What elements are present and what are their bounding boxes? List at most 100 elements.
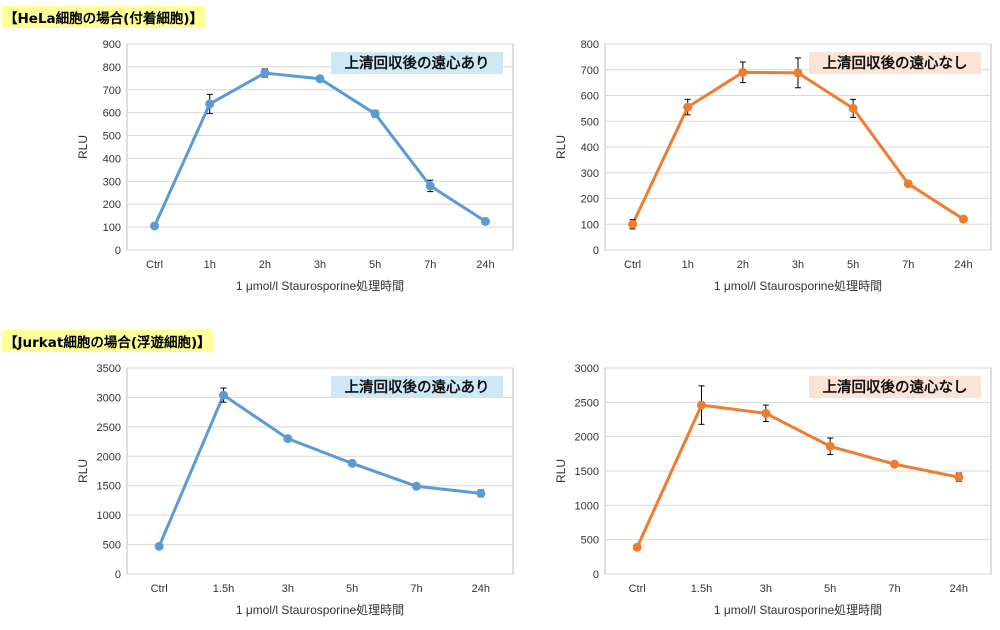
data-point — [412, 481, 421, 491]
x-tick-label: Ctrl — [146, 259, 163, 271]
x-axis-label: 1 μmol/l Staurosporine処理時間 — [236, 603, 404, 617]
y-tick-label: 900 — [103, 39, 121, 51]
x-axis-label: 1 μmol/l Staurosporine処理時間 — [236, 279, 404, 293]
x-tick-label: 7h — [888, 583, 900, 595]
y-tick-label: 700 — [103, 85, 121, 97]
x-tick-label: 24h — [476, 259, 494, 271]
y-tick-label: 2000 — [575, 432, 599, 444]
y-axis-label: RLU — [554, 459, 568, 483]
y-axis-label: RLU — [554, 135, 568, 159]
data-point — [260, 68, 270, 78]
x-tick-label: 24h — [472, 583, 490, 595]
x-tick-label: 7h — [902, 259, 914, 271]
y-tick-label: 100 — [103, 222, 121, 234]
data-point — [150, 221, 160, 231]
data-point — [628, 219, 638, 229]
x-tick-label: Ctrl — [624, 259, 641, 271]
data-point — [738, 67, 748, 77]
x-tick-label: 24h — [950, 583, 968, 595]
y-tick-label: 300 — [581, 168, 599, 180]
chart-hela-centrifuged: 0 100 200 300 400 500 600 700 800 900 Ctrl 1h 2h 3h 5h… — [76, 39, 514, 293]
data-point — [205, 99, 215, 109]
x-tick-label: 2h — [259, 259, 271, 271]
condition-badge — [809, 376, 981, 398]
data-point — [476, 488, 486, 498]
y-tick-label: 3500 — [97, 363, 121, 375]
y-axis-label: RLU — [76, 459, 90, 483]
y-tick-label: 300 — [103, 176, 121, 188]
y-tick-label: 500 — [103, 540, 121, 552]
section-title-jurkat: 【Jurkat細胞の場合(浮遊細胞)】 — [2, 330, 213, 352]
y-tick-label: 2000 — [97, 451, 121, 463]
y-tick-label: 200 — [103, 199, 121, 211]
y-tick-label: 0 — [115, 569, 121, 581]
x-tick-label: 2h — [737, 259, 749, 271]
data-point — [825, 441, 835, 451]
condition-badge — [331, 52, 503, 74]
y-tick-label: 500 — [581, 535, 599, 547]
data-point — [480, 216, 490, 226]
condition-badge — [331, 376, 503, 398]
y-tick-label: 600 — [581, 91, 599, 103]
chart-jurkat-not-centrifuged: 0 500 1000 1500 2000 2500 3000 Ctrl 1.5h 3h 5h 7h 24… — [554, 363, 992, 617]
data-point — [903, 179, 913, 189]
x-tick-label: 1.5h — [213, 583, 234, 595]
condition-badge-label: 上清回収後の遠心なし — [823, 378, 968, 396]
x-tick-label: 3h — [282, 583, 294, 595]
data-point — [370, 109, 380, 119]
data-point — [347, 458, 357, 468]
x-tick-label: 24h — [954, 259, 972, 271]
data-point — [154, 541, 164, 551]
series-line — [157, 393, 481, 547]
y-tick-label: 500 — [103, 131, 121, 143]
data-point — [697, 400, 706, 410]
y-tick-label: 400 — [581, 142, 599, 154]
data-point — [954, 472, 964, 482]
x-tick-label: 3h — [760, 583, 772, 595]
series-line — [635, 403, 960, 548]
y-tick-label: 600 — [103, 108, 121, 120]
y-axis-label: RLU — [76, 135, 90, 159]
data-point — [283, 434, 293, 444]
x-tick-label: 5h — [824, 583, 836, 595]
x-tick-label: 5h — [847, 259, 859, 271]
y-tick-label: 0 — [115, 245, 121, 257]
y-tick-label: 200 — [581, 194, 599, 206]
y-tick-label: 800 — [581, 39, 599, 51]
y-tick-label: 500 — [581, 116, 599, 128]
y-tick-label: 100 — [581, 219, 599, 231]
y-tick-label: 1500 — [97, 481, 121, 493]
y-tick-label: 1500 — [575, 466, 599, 478]
chart-jurkat-centrifuged: 0 500 1000 1500 2000 2500 3000 3500 Ctrl 1.5h 3h 5h… — [76, 363, 514, 617]
x-tick-label: Ctrl — [629, 583, 646, 595]
data-point — [632, 542, 642, 552]
data-point — [425, 181, 435, 191]
x-axis-label: 1 μmol/l Staurosporine処理時間 — [714, 279, 882, 293]
y-tick-label: 1000 — [575, 500, 599, 512]
condition-badge-label: 上清回収後の遠心なし — [823, 54, 968, 72]
condition-badge-label: 上清回収後の遠心あり — [345, 378, 490, 396]
x-tick-label: 3h — [314, 259, 326, 271]
y-tick-label: 400 — [103, 153, 121, 165]
condition-badge-label: 上清回収後の遠心あり — [345, 54, 490, 72]
plot-area — [126, 367, 514, 575]
x-tick-label: 1h — [204, 259, 216, 271]
data-point — [958, 214, 968, 224]
x-tick-label: 1h — [682, 259, 694, 271]
y-tick-label: 3000 — [97, 392, 121, 404]
y-tick-label: 1000 — [97, 510, 121, 522]
data-point — [761, 408, 771, 418]
y-tick-label: 800 — [103, 62, 121, 74]
y-tick-label: 700 — [581, 65, 599, 77]
x-tick-label: Ctrl — [151, 583, 168, 595]
y-tick-label: 0 — [593, 245, 599, 257]
chart-hela-not-centrifuged: 0 100 200 300 400 500 600 700 800 Ctrl 1h 2h 3h 5h 7h 2… — [554, 39, 992, 293]
x-tick-label: 5h — [369, 259, 381, 271]
x-axis-label: 1 μmol/l Staurosporine処理時間 — [714, 603, 882, 617]
data-point — [315, 74, 325, 84]
x-tick-label: 3h — [792, 259, 804, 271]
y-tick-label: 2500 — [575, 397, 599, 409]
condition-badge — [809, 52, 981, 74]
x-tick-label: 7h — [410, 583, 422, 595]
y-tick-label: 3000 — [575, 363, 599, 375]
